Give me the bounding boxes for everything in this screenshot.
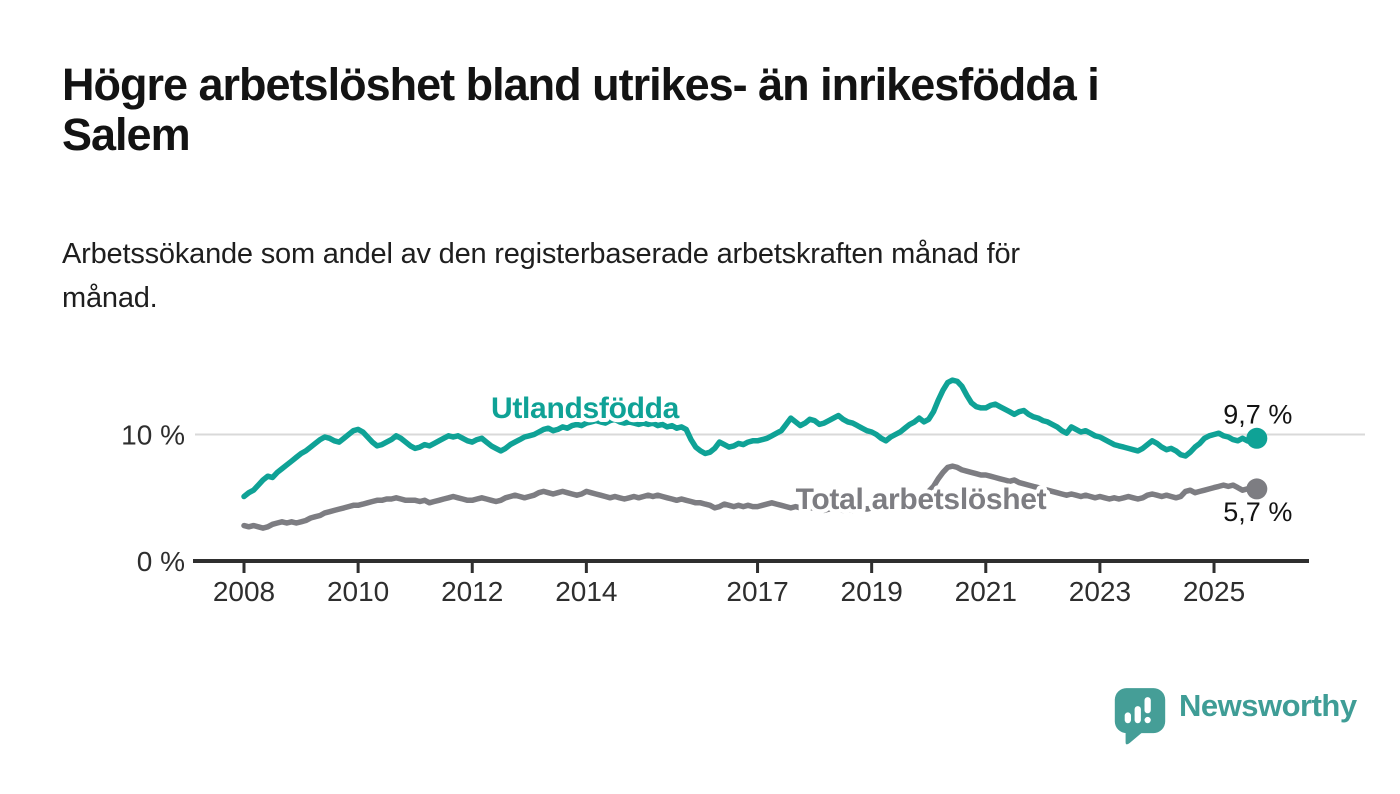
x-tick-label-2019: 2019 <box>841 576 903 607</box>
page-title-line-1: Högre arbetslöshet bland utrikes- än inr… <box>62 59 1100 110</box>
series-line-utlandsfodda <box>241 377 1260 500</box>
series-label-total-arbetsloshet: Total arbetslöshet <box>796 483 1047 516</box>
page-subtitle: Arbetssökande som andel av den registerb… <box>62 232 1020 320</box>
chart-overlay: 9,7 % 5,7 % <box>1223 399 1292 527</box>
page-title: Högre arbetslöshet bland utrikes- än inr… <box>62 59 1100 160</box>
page-title-line-2: Salem <box>62 109 191 160</box>
newsworthy-logo: Newsworthy <box>1113 686 1357 746</box>
x-tick-label-2010: 2010 <box>327 576 389 607</box>
end-value-label-utlandsfodda: 9,7 % <box>1223 399 1292 429</box>
series-label-utlandsfodda: Utlandsfödda <box>491 392 680 425</box>
y-tick-label-0: 0 % <box>137 546 185 577</box>
series-endpoint-dot-total <box>1246 478 1268 500</box>
newsworthy-logo-text: Newsworthy <box>1179 688 1357 723</box>
x-tick-label-2012: 2012 <box>441 576 503 607</box>
page-subtitle-line-1: Arbetssökande som andel av den registerb… <box>62 238 1020 270</box>
series-endpoint-dot-utlandsfodda <box>1246 427 1268 449</box>
series-line-total <box>241 463 1260 531</box>
page-subtitle-line-2: månad. <box>62 282 158 314</box>
x-tick-label-2008: 2008 <box>213 576 275 607</box>
x-tick-label-2014: 2014 <box>555 576 617 607</box>
x-tick-label-2025: 2025 <box>1183 576 1245 607</box>
chart-geometry: 2008 2010 2012 2014 2017 2019 2021 2023 2025 0 % 1… <box>121 377 1365 607</box>
x-tick-label-2021: 2021 <box>955 576 1017 607</box>
y-tick-label-10: 10 % <box>121 420 185 451</box>
x-tick-label-2017: 2017 <box>726 576 788 607</box>
x-tick-label-2023: 2023 <box>1069 576 1131 607</box>
end-value-label-total: 5,7 % <box>1223 497 1292 527</box>
newsworthy-bubble-chart-icon <box>1114 688 1166 745</box>
